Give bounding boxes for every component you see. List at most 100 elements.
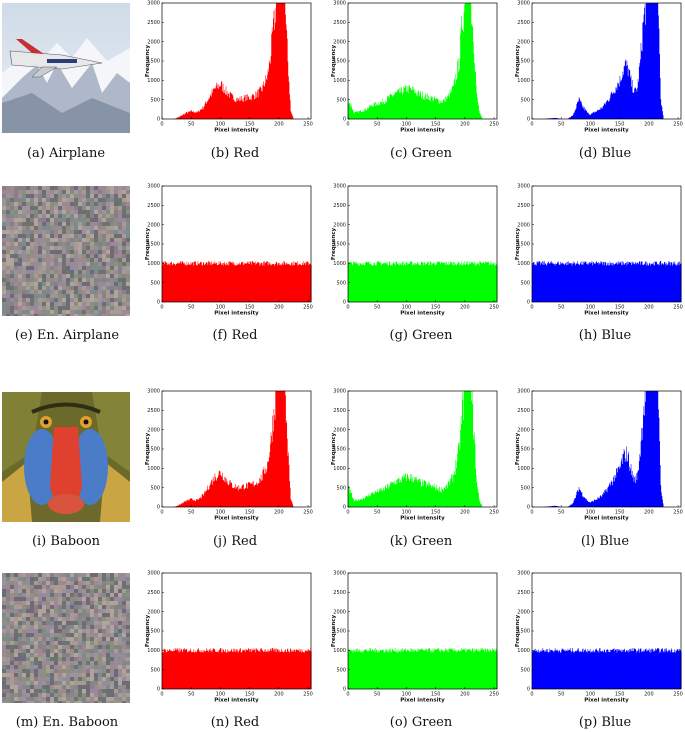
noise-pixel (58, 302, 62, 306)
noise-pixel (42, 234, 46, 238)
noise-pixel (102, 633, 106, 637)
noise-pixel (118, 597, 122, 601)
noise-pixel (54, 617, 58, 621)
noise-pixel (62, 302, 66, 306)
noise-pixel (126, 202, 130, 206)
noise-pixel (122, 266, 126, 270)
noise-pixel (86, 190, 90, 194)
x-tick-label: 200 (644, 692, 654, 698)
noise-pixel (118, 645, 122, 649)
noise-pixel (94, 222, 98, 226)
noise-pixel (46, 246, 50, 250)
noise-pixel (82, 581, 86, 585)
noise-pixel (46, 222, 50, 226)
noise-pixel (42, 274, 46, 278)
noise-pixel (106, 621, 110, 625)
noise-pixel (102, 649, 106, 653)
noise-pixel (86, 617, 90, 621)
noise-pixel (6, 661, 10, 665)
noise-pixel (98, 693, 102, 697)
noise-pixel (46, 581, 50, 585)
noise-pixel (50, 657, 54, 661)
noise-pixel (66, 629, 70, 633)
noise-pixel (18, 214, 22, 218)
noise-pixel (14, 601, 18, 605)
noise-pixel (18, 593, 22, 597)
noise-pixel (110, 693, 114, 697)
noise-pixel (46, 625, 50, 629)
noise-pixel (38, 625, 42, 629)
noise-pixel (82, 693, 86, 697)
x-tick-label: 200 (644, 305, 654, 311)
noise-pixel (58, 286, 62, 290)
noise-pixel (38, 278, 42, 282)
y-tick-label: 2000 (517, 427, 530, 433)
noise-pixel (110, 601, 114, 605)
noise-pixel (126, 274, 130, 278)
noise-pixel (50, 689, 54, 693)
noise-pixel (10, 222, 14, 226)
noise-pixel (114, 310, 118, 314)
noise-pixel (14, 609, 18, 613)
x-tick-label: 0 (346, 510, 349, 516)
noise-pixel (58, 685, 62, 689)
noise-pixel (46, 641, 50, 645)
noise-pixel (2, 210, 6, 214)
noise-pixel (74, 310, 78, 314)
noise-pixel (10, 689, 14, 693)
noise-pixel (126, 254, 130, 258)
noise-pixel (26, 274, 30, 278)
noise-pixel (86, 186, 90, 190)
noise-pixel (66, 226, 70, 230)
noise-pixel (78, 258, 82, 262)
noise-pixel (98, 629, 102, 633)
noise-pixel (126, 617, 130, 621)
noise-pixel (118, 294, 122, 298)
noise-pixel (22, 653, 26, 657)
noise-pixel (58, 278, 62, 282)
noise-pixel (70, 681, 74, 685)
noise-pixel (6, 278, 10, 282)
noise-pixel (6, 653, 10, 657)
noise-pixel (122, 693, 126, 697)
noise-pixel (122, 226, 126, 230)
noise-pixel (86, 298, 90, 302)
noise-pixel (86, 685, 90, 689)
noise-pixel (18, 673, 22, 677)
noise-pixel (86, 573, 90, 577)
histogram-area (162, 261, 312, 302)
noise-pixel (118, 689, 122, 693)
noise-pixel (70, 677, 74, 681)
noise-pixel (126, 294, 130, 298)
noise-pixel (34, 677, 38, 681)
noise-pixel (18, 202, 22, 206)
noise-pixel (54, 206, 58, 210)
noise-pixel (78, 649, 82, 653)
noise-pixel (86, 258, 90, 262)
noise-pixel (114, 290, 118, 294)
noise-pixel (98, 186, 102, 190)
noise-pixel (98, 581, 102, 585)
noise-pixel (102, 262, 106, 266)
noise-pixel (94, 605, 98, 609)
noise-pixel (30, 621, 34, 625)
noise-pixel (6, 202, 10, 206)
y-axis-label: Frequency (145, 432, 151, 465)
noise-pixel (30, 214, 34, 218)
noise-pixel (10, 306, 14, 310)
noise-pixel (10, 601, 14, 605)
noise-pixel (26, 577, 30, 581)
noise-pixel (22, 617, 26, 621)
noise-pixel (78, 693, 82, 697)
noise-pixel (14, 573, 18, 577)
noise-pixel (98, 637, 102, 641)
noise-pixel (22, 294, 26, 298)
noise-pixel (26, 617, 30, 621)
noise-pixel (26, 194, 30, 198)
noise-pixel (66, 597, 70, 601)
noise-pixel (110, 577, 114, 581)
noise-pixel (50, 202, 54, 206)
noise-pixel (74, 202, 78, 206)
noise-pixel (122, 242, 126, 246)
noise-pixel (38, 234, 42, 238)
